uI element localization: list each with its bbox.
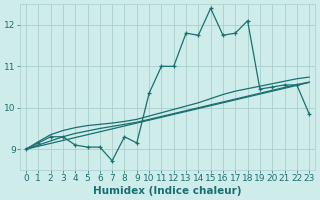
X-axis label: Humidex (Indice chaleur): Humidex (Indice chaleur) [93, 186, 242, 196]
